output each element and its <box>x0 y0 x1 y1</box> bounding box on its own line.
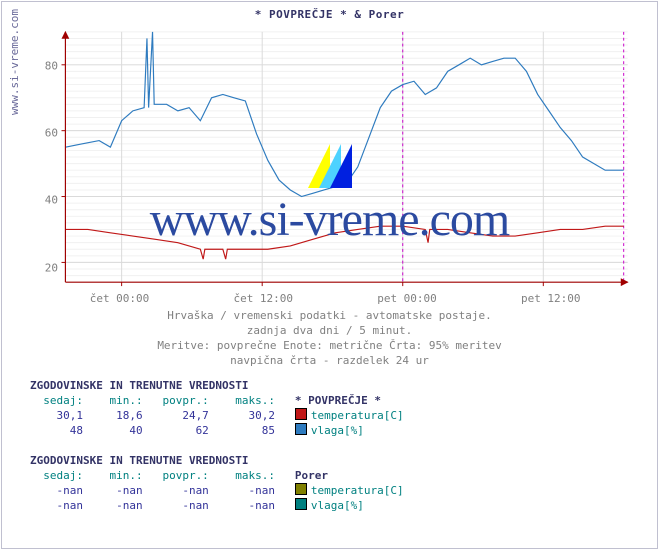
series-name: Porer <box>295 469 328 482</box>
table-header-row: sedaj: min.: povpr.: maks.: * POVPREČJE … <box>30 393 404 408</box>
caption-line: Hrvaška / vremenski podatki - avtomatske… <box>2 308 657 323</box>
chart-title: * POVPREČJE * & Porer <box>2 2 657 21</box>
x-ticks: čet 00:00 čet 12:00 pet 00:00 pet 12:00 <box>62 292 637 306</box>
caption-line: Meritve: povprečne Enote: metrične Črta:… <box>2 338 657 353</box>
legend-swatch <box>295 498 307 510</box>
caption-line: zadnja dva dni / 5 minut. <box>2 323 657 338</box>
metric-label: temperatura[C] <box>311 484 404 497</box>
chart-plot-area <box>62 32 637 288</box>
caption-line: navpična črta - razdelek 24 ur <box>2 353 657 368</box>
table-row: 30,1 18,6 24,7 30,2 temperatura[C] <box>30 408 404 423</box>
metric-label: vlaga[%] <box>311 499 364 512</box>
x-tick-label: čet 12:00 <box>233 292 293 305</box>
table-heading: ZGODOVINSKE IN TRENUTNE VREDNOSTI <box>30 453 404 468</box>
table-row: -nan -nan -nan -nan temperatura[C] <box>30 483 404 498</box>
table-row: 48 40 62 85 vlaga[%] <box>30 423 404 438</box>
x-tick-label: pet 12:00 <box>521 292 581 305</box>
x-tick-label: pet 00:00 <box>377 292 437 305</box>
series-name: * POVPREČJE * <box>295 394 381 407</box>
y-axis-label: www.si-vreme.com <box>8 9 21 115</box>
stats-tables: ZGODOVINSKE IN TRENUTNE VREDNOSTI sedaj:… <box>30 378 404 528</box>
chart-caption: Hrvaška / vremenski podatki - avtomatske… <box>2 308 657 368</box>
metric-label: vlaga[%] <box>311 424 364 437</box>
x-tick-label: čet 00:00 <box>90 292 150 305</box>
legend-swatch <box>295 483 307 495</box>
metric-label: temperatura[C] <box>311 409 404 422</box>
table-row: -nan -nan -nan -nan vlaga[%] <box>30 498 404 513</box>
legend-swatch <box>295 408 307 420</box>
table-header-row: sedaj: min.: povpr.: maks.: Porer <box>30 468 404 483</box>
chart-frame: * POVPREČJE * & Porer www.si-vreme.com 2… <box>1 1 658 549</box>
table-heading: ZGODOVINSKE IN TRENUTNE VREDNOSTI <box>30 378 404 393</box>
y-ticks: 20406080 <box>30 32 58 288</box>
legend-swatch <box>295 423 307 435</box>
